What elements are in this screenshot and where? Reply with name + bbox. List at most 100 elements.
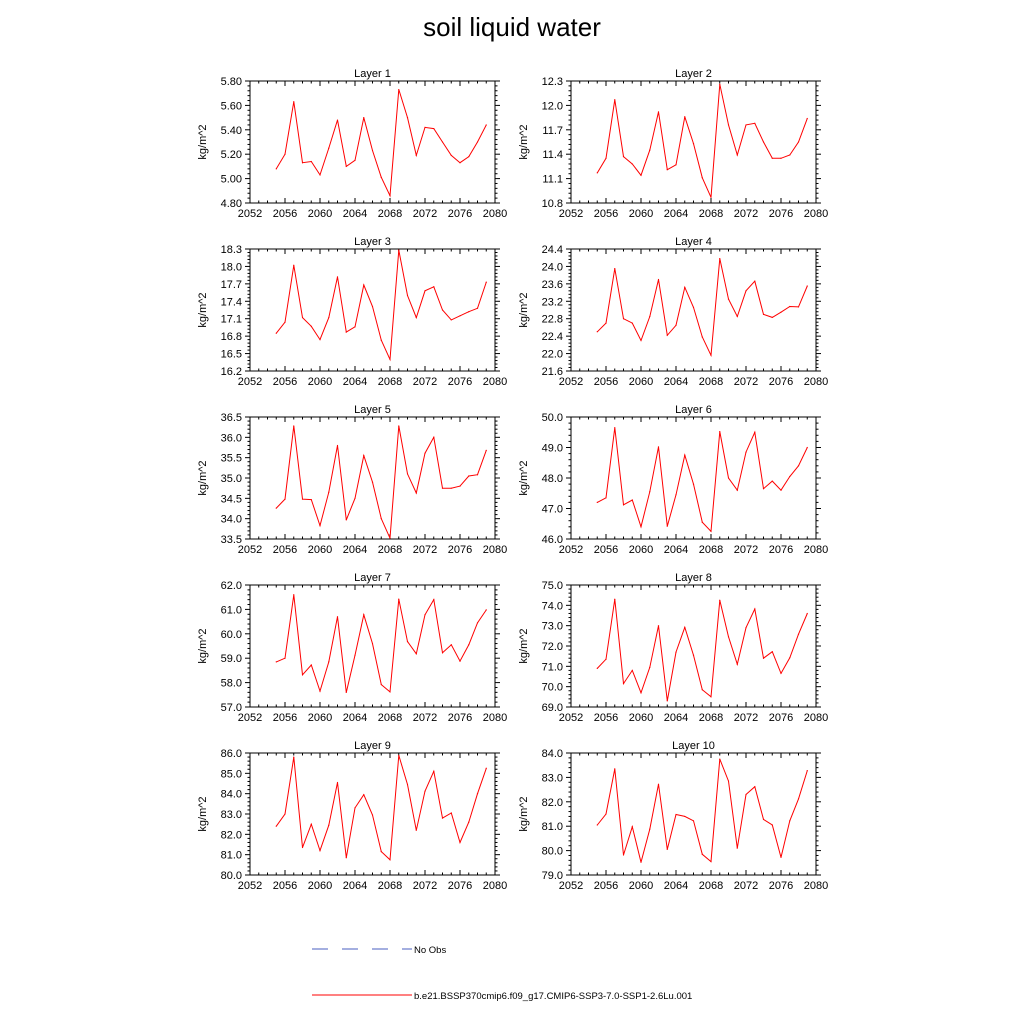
data-point (675, 813, 677, 816)
y-tick-label: 36.0 (221, 432, 242, 444)
data-point (293, 594, 295, 596)
panel-title: Layer 5 (354, 404, 391, 416)
data-point (631, 163, 633, 165)
data-point (406, 117, 409, 119)
data-point (605, 157, 607, 159)
data-point (301, 846, 304, 849)
data-point (762, 313, 765, 315)
data-point (710, 696, 712, 698)
x-tick-label: 2068 (699, 544, 723, 556)
data-point (675, 494, 677, 496)
data-point (415, 653, 417, 655)
data-point (450, 154, 452, 157)
x-tick-label: 2052 (238, 712, 262, 724)
y-tick-label: 23.2 (542, 296, 563, 308)
x-tick-label: 2076 (769, 712, 793, 724)
data-point (441, 652, 444, 654)
data-point (736, 154, 738, 156)
chart-panel-1: Layer 1 kg/m^2 2052 2056 2060 2064 2068 2072 207… (197, 68, 507, 220)
chart-panel-7: Layer 7 kg/m^2 2052 2056 2060 2064 2068 2072 207… (197, 572, 507, 724)
x-tick-label: 2068 (378, 376, 402, 388)
data-point (622, 156, 625, 158)
data-point (692, 306, 695, 308)
y-axis-label: kg/m^2 (518, 796, 530, 831)
data-point (380, 176, 382, 178)
x-tick-label: 2052 (559, 544, 583, 556)
data-point (710, 860, 712, 863)
data-point (806, 285, 808, 287)
data-point (380, 851, 382, 853)
y-tick-label: 58.0 (221, 678, 242, 690)
data-point (806, 769, 808, 772)
y-tick-label: 17.7 (221, 279, 242, 291)
data-point (345, 165, 347, 167)
data-point (328, 661, 330, 663)
data-point (319, 690, 321, 692)
y-tick-label: 35.0 (221, 473, 242, 485)
x-tick-label: 2068 (378, 712, 402, 724)
x-tick-label: 2064 (664, 880, 688, 892)
data-point (371, 149, 374, 152)
y-tick-label: 18.3 (221, 244, 242, 256)
data-point (485, 609, 487, 611)
y-tick-label: 62.0 (221, 580, 242, 592)
x-tick-label: 2080 (804, 208, 828, 220)
data-point (666, 334, 668, 336)
data-point (596, 331, 598, 333)
panel-title: Layer 3 (354, 236, 391, 248)
y-tick-label: 49.0 (542, 443, 563, 455)
data-point (745, 124, 747, 126)
data-point (754, 280, 756, 282)
data-point (789, 820, 791, 822)
data-point (762, 488, 765, 490)
data-point (476, 622, 479, 624)
data-point (745, 793, 747, 796)
data-point (727, 477, 730, 479)
data-point (336, 616, 339, 618)
data-point (485, 281, 487, 283)
x-tick-label: 2072 (734, 544, 758, 556)
data-point (310, 664, 312, 666)
x-tick-label: 2076 (769, 208, 793, 220)
data-point (797, 141, 800, 143)
data-point (354, 654, 356, 656)
y-tick-label: 21.6 (542, 366, 563, 378)
data-point (692, 483, 695, 485)
data-point (771, 316, 773, 319)
x-tick-label: 2080 (804, 376, 828, 388)
x-tick-label: 2068 (699, 376, 723, 388)
x-tick-label: 2080 (804, 712, 828, 724)
data-point (459, 485, 461, 487)
panel-title: Layer 7 (354, 572, 391, 584)
data-point (301, 498, 304, 500)
data-point (754, 431, 756, 433)
data-point (328, 316, 330, 319)
data-point (424, 790, 426, 792)
data-point (354, 326, 356, 328)
y-tick-label: 81.0 (542, 821, 563, 833)
data-point (319, 524, 321, 527)
data-point (649, 315, 651, 318)
y-tick-label: 81.0 (221, 850, 242, 862)
data-point (293, 264, 295, 266)
y-tick-label: 16.8 (221, 331, 242, 343)
y-tick-label: 22.8 (542, 314, 563, 326)
y-tick-label: 70.0 (542, 682, 563, 694)
data-point (789, 305, 791, 308)
data-point (596, 824, 598, 826)
data-point (398, 754, 400, 757)
y-tick-label: 22.0 (542, 349, 563, 361)
data-point (657, 446, 660, 448)
data-point (666, 525, 668, 527)
y-axis-label: kg/m^2 (197, 460, 209, 495)
data-point (727, 780, 730, 782)
data-point (771, 824, 773, 826)
data-point (371, 642, 374, 645)
x-tick-label: 2068 (378, 208, 402, 220)
data-point (398, 249, 400, 251)
y-tick-label: 12.3 (542, 76, 563, 88)
data-point (310, 325, 312, 327)
x-tick-label: 2080 (483, 712, 507, 724)
data-point (771, 480, 773, 482)
x-tick-label: 2072 (413, 208, 437, 220)
